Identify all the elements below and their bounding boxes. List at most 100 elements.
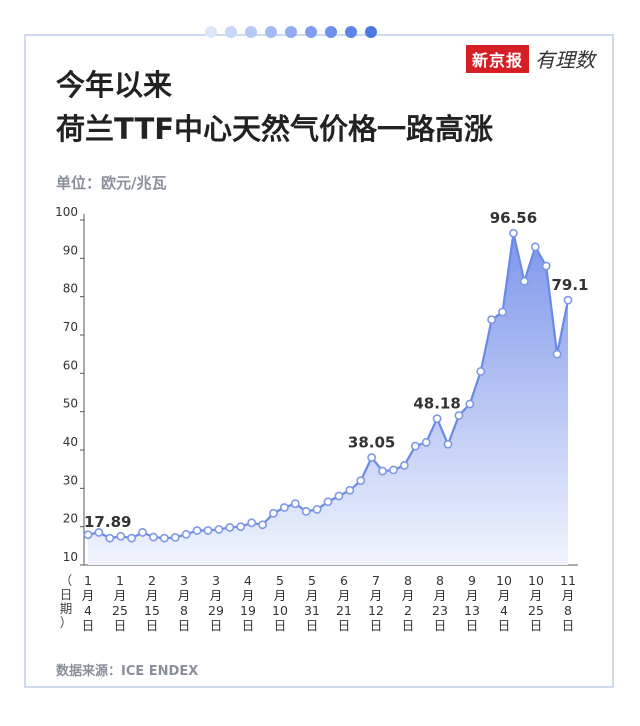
area-fill (88, 233, 568, 566)
unit-label: 单位：欧元/兆瓦 (56, 174, 167, 192)
y-tick-label: 60 (63, 358, 78, 372)
area-series (87, 232, 570, 566)
decor-dot (205, 26, 217, 38)
data-point (127, 533, 137, 543)
data-point (159, 533, 169, 543)
data-label: 96.56 (490, 209, 537, 227)
x-axis-title: （日期） (60, 573, 73, 630)
data-point (356, 476, 366, 486)
decor-dot (325, 26, 337, 38)
data-point (83, 530, 93, 540)
data-point (541, 261, 551, 271)
data-point (290, 499, 300, 509)
decor-dot (365, 26, 377, 38)
chart-frame (24, 34, 614, 688)
data-point (410, 441, 420, 451)
x-tick-label: 10 月 4 日 (496, 573, 512, 633)
chart-title-line2: 荷兰TTF中心天然气价格一路高涨 (56, 112, 494, 146)
data-point (476, 367, 486, 376)
x-tick-label: 5 月 10 日 (272, 573, 288, 633)
x-tick-label: 1 月 25 日 (112, 573, 128, 633)
y-tick-label: 50 (63, 397, 78, 411)
x-tick-label: 4 月 19 日 (240, 573, 256, 633)
data-label: 17.89 (84, 513, 131, 531)
data-point (519, 276, 529, 286)
data-point (421, 437, 431, 447)
data-point (312, 505, 322, 514)
data-labels: 17.89 38.05 48.18 96.56 79.1 (84, 209, 589, 531)
data-point (236, 522, 246, 532)
data-point (389, 465, 398, 475)
data-point (498, 307, 507, 317)
data-point (116, 531, 126, 541)
source-label: 数据来源：ICE ENDEX (56, 664, 199, 679)
y-tick-label: 100 (55, 205, 78, 219)
data-point (247, 518, 257, 528)
y-tick-label: 30 (63, 473, 78, 487)
data-point (225, 523, 235, 532)
data-point (443, 439, 453, 449)
x-tick-label: 5 月 31 日 (304, 573, 320, 633)
data-point (192, 526, 202, 535)
x-tick-label: 7 月 12 日 (368, 573, 384, 633)
decor-dot (345, 26, 357, 38)
data-point (399, 460, 409, 470)
data-point (301, 506, 311, 516)
data-point (323, 497, 333, 507)
x-tick-label: 11 月 8 日 (560, 573, 576, 633)
data-point (269, 508, 278, 518)
decor-dot (245, 26, 257, 38)
data-point (530, 242, 540, 252)
decor-dot (265, 26, 277, 38)
data-point (334, 491, 344, 501)
logo-badge: 新京报 (466, 44, 530, 73)
data-point (454, 411, 464, 420)
x-tick-label: 10 月 25 日 (528, 573, 544, 633)
data-point (170, 533, 180, 542)
decor-dot (305, 26, 317, 38)
x-tick-label: 2 月 15 日 (144, 573, 160, 633)
data-point (509, 228, 518, 238)
data-point (432, 414, 442, 424)
data-point (563, 295, 573, 305)
decor-dot (285, 26, 297, 38)
data-point (181, 529, 191, 539)
data-point (465, 399, 475, 409)
data-point (279, 503, 289, 512)
x-tick-label: 3 月 29 日 (208, 573, 224, 633)
y-tick-label: 40 (63, 435, 78, 449)
data-point (94, 528, 104, 537)
data-label: 48.18 (413, 395, 460, 413)
y-tick-label: 10 (63, 550, 78, 564)
y-tick-label: 70 (63, 320, 78, 334)
y-tick-label: 90 (63, 243, 78, 257)
data-point (105, 533, 115, 543)
data-points (83, 228, 573, 543)
data-point (345, 485, 355, 495)
x-tick-label: 6 月 21 日 (336, 573, 352, 633)
data-point (258, 520, 267, 530)
decor-dot (225, 26, 237, 38)
data-label: 79.1 (551, 276, 588, 294)
decorative-dots (205, 26, 377, 38)
x-axis: 1 月 4 日 1 月 25 日 2 月 15 日 3 月 8 日 3 月 29 日 4 月 19 日 5 月 10 日 5 月 31 日 6 月… (60, 573, 576, 633)
y-tick-label: 80 (63, 282, 78, 296)
x-tick-label: 8 月 23 日 (432, 573, 448, 633)
data-point (552, 349, 562, 359)
data-point (149, 532, 158, 542)
data-point (378, 466, 387, 476)
data-point (203, 526, 213, 535)
data-point (487, 315, 497, 325)
data-point (367, 453, 377, 462)
chart-title-line1: 今年以来 (56, 68, 173, 102)
data-point (138, 528, 147, 537)
x-tick-label: 9 月 13 日 (464, 573, 480, 633)
logo-script: 有理数 (535, 48, 596, 72)
data-point (214, 524, 224, 534)
brand-logo: 新京报 有理数 (466, 44, 595, 73)
data-label: 38.05 (348, 433, 395, 451)
